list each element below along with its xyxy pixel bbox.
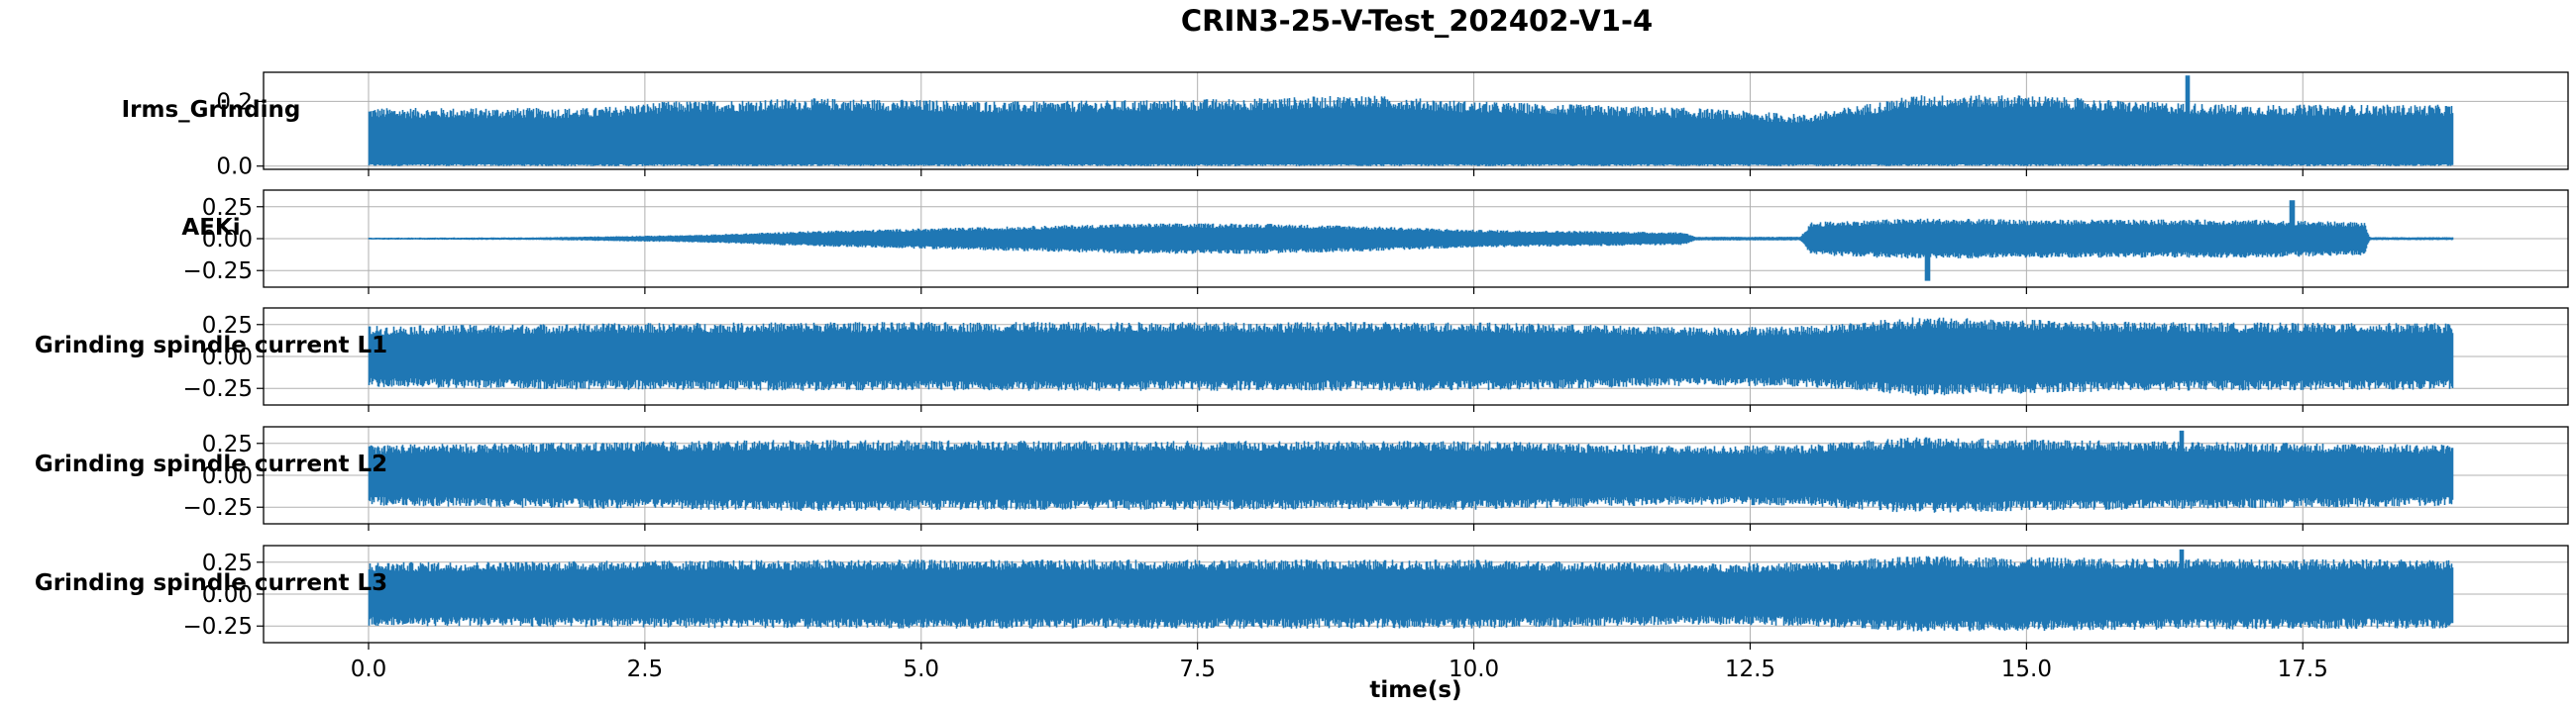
- panel-ylabel: AEKi: [181, 215, 240, 241]
- series-line: [368, 75, 2454, 166]
- y-tick-label: −0.25: [183, 495, 253, 521]
- x-axis-label: time(s): [1369, 677, 1461, 703]
- series-line: [368, 317, 2454, 396]
- y-tick-label: 0.25: [202, 313, 253, 339]
- x-tick-label: 10.0: [1449, 657, 1499, 682]
- x-tick-label: 7.5: [1179, 657, 1216, 682]
- y-tick-label: 0.00: [202, 463, 253, 489]
- y-tick-label: −0.25: [183, 258, 253, 284]
- x-tick-label: 2.5: [627, 657, 664, 682]
- x-tick-label: 17.5: [2278, 657, 2328, 682]
- y-tick-label: 0.25: [202, 195, 253, 221]
- axes-frame: [263, 545, 2569, 644]
- series-line: [368, 200, 2454, 281]
- x-tick-label: 12.5: [1725, 657, 1775, 682]
- y-tick-label: −0.25: [183, 614, 253, 640]
- axes-frame: [263, 307, 2569, 406]
- y-tick-label: 0.25: [202, 551, 253, 576]
- panel-ylabel: Irms_Grinding: [122, 97, 301, 123]
- y-tick-label: 0.00: [202, 582, 253, 608]
- y-tick-label: 0.25: [202, 432, 253, 457]
- x-tick-label: 0.0: [351, 657, 387, 682]
- y-tick-label: 0.2: [216, 89, 253, 115]
- x-tick-label: 5.0: [903, 657, 939, 682]
- axes-frame: [263, 71, 2569, 170]
- y-tick-label: −0.25: [183, 376, 253, 402]
- y-tick-label: 0.00: [202, 227, 253, 253]
- chart-title: CRIN3-25-V-Test_202402-V1-4: [1180, 4, 1654, 38]
- y-tick-label: 0.0: [216, 154, 253, 180]
- panel-ylabel: Grinding spindle current L3: [35, 570, 387, 596]
- axes-frame: [263, 189, 2569, 288]
- x-tick-label: 15.0: [2001, 657, 2052, 682]
- series-line: [368, 430, 2454, 513]
- panel-ylabel: Grinding spindle current L2: [35, 452, 387, 477]
- series-line: [368, 549, 2454, 632]
- panel-ylabel: Grinding spindle current L1: [35, 333, 387, 358]
- y-tick-label: 0.00: [202, 345, 253, 370]
- axes-frame: [263, 426, 2569, 525]
